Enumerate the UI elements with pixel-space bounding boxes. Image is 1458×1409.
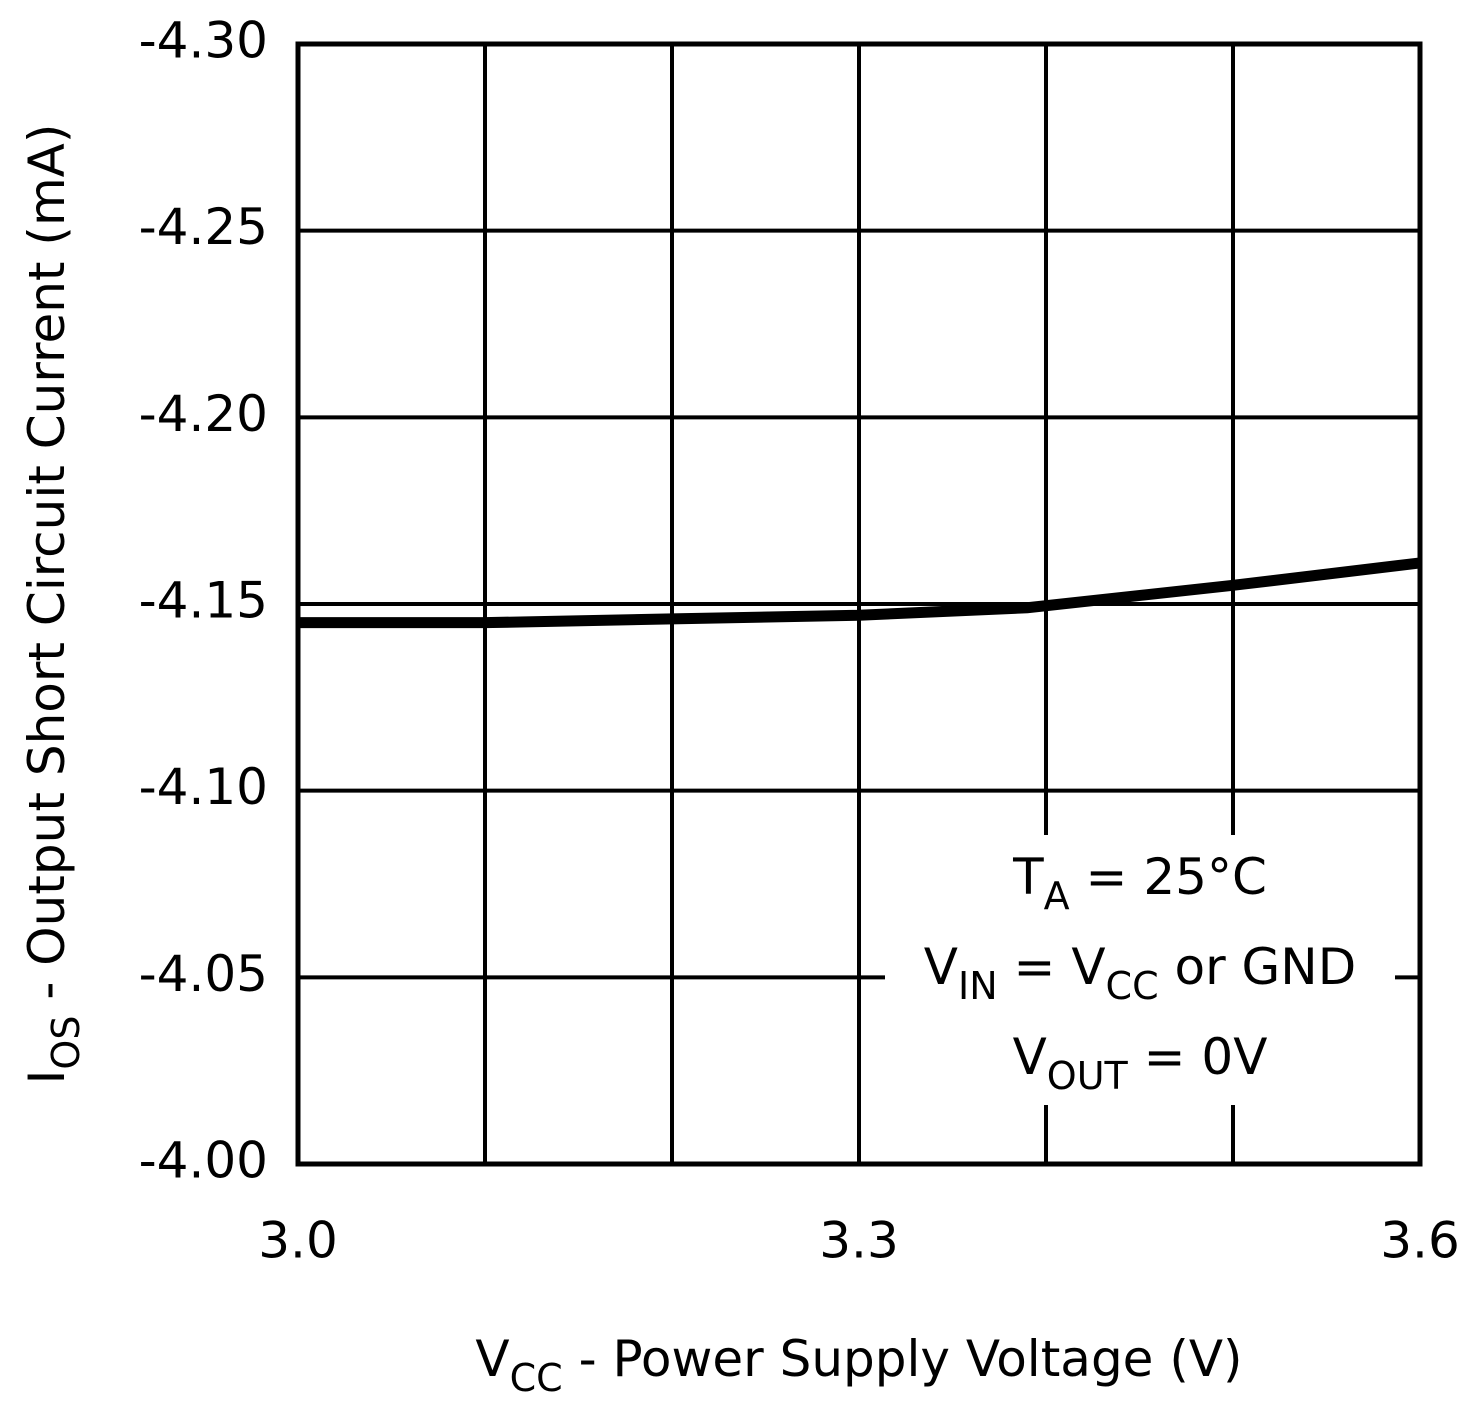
x-axis-label-part: - Power Supply Voltage (V) (563, 1330, 1243, 1388)
y-tick-label: -4.20 (139, 385, 268, 443)
annotation-part: V (1013, 1028, 1047, 1086)
x-axis-label-part: CC (510, 1356, 563, 1400)
annotation-part: or GND (1159, 938, 1357, 996)
y-tick-label: -4.25 (139, 198, 268, 256)
plot-frame (295, 41, 1423, 1167)
y-tick-label: -4.00 (139, 1132, 268, 1190)
annotation-part: T (1012, 848, 1044, 906)
y-axis-label-part: OS (44, 1016, 88, 1070)
annotation-part: IN (958, 964, 998, 1008)
y-axis-label-part: I (18, 1070, 76, 1085)
annotation-part: = 0V (1128, 1028, 1268, 1086)
annotation-bg (885, 835, 1395, 1105)
y-axis-label: IOS - Output Short Circuit Current (mA) (18, 124, 88, 1085)
y-tick-label: -4.05 (139, 945, 268, 1003)
annotation-part: = V (998, 938, 1106, 996)
annotation: VOUT = 0V (1013, 1028, 1268, 1098)
annotation-part: = 25°C (1070, 848, 1267, 906)
annotation: TA = 25°C (1012, 848, 1267, 918)
y-tick-label: -4.15 (139, 572, 268, 630)
x-tick-label: 3.3 (819, 1212, 899, 1270)
annotation-part: V (924, 938, 958, 996)
data-line (298, 557, 1421, 629)
annotation-part: OUT (1047, 1054, 1129, 1098)
annotation: VIN = VCC or GND (924, 938, 1356, 1008)
annotation-part: CC (1106, 964, 1159, 1008)
x-tick-label: 3.6 (1380, 1212, 1458, 1270)
x-axis-label-part: V (475, 1330, 509, 1388)
y-tick-label: -4.10 (139, 758, 268, 816)
y-tick-label: -4.30 (139, 12, 268, 70)
annotation-part: A (1044, 874, 1070, 918)
x-axis-label: VCC - Power Supply Voltage (V) (475, 1330, 1242, 1400)
y-axis-label-part: - Output Short Circuit Current (mA) (18, 124, 76, 1016)
x-tick-label: 3.0 (258, 1212, 338, 1270)
